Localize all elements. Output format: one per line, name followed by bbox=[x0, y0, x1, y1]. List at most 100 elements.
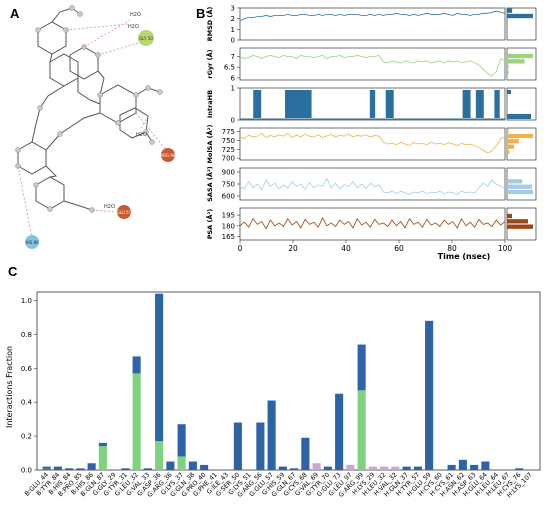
md-ytick-label-5-0: 165 bbox=[222, 233, 235, 241]
bar-segment-8-1 bbox=[132, 373, 141, 470]
md-hist-bar-3-5 bbox=[507, 128, 509, 133]
glycine-residue-label: GLY 50 bbox=[139, 36, 153, 41]
water-label-3: H2O bbox=[136, 132, 147, 138]
md-hist-bar-3-2 bbox=[507, 144, 515, 149]
md-hist-bar-1-0 bbox=[507, 75, 508, 80]
md-panel-frame-0 bbox=[239, 7, 506, 41]
md-intrahb-segment-1 bbox=[285, 90, 312, 118]
bar-segment-31-2 bbox=[391, 466, 400, 470]
bar-segment-7-3 bbox=[121, 468, 130, 470]
md-ylabel-1: rGyr (Å) bbox=[205, 49, 214, 78]
bar-segment-20-3 bbox=[267, 400, 276, 470]
md-ytick-label-1-0: 6 bbox=[231, 74, 236, 82]
md-ytick-label-4-1: 750 bbox=[222, 181, 235, 189]
md-ytick-label-1-2: 7 bbox=[231, 53, 235, 61]
md-ylabel-5: PSA (Å²) bbox=[205, 209, 214, 240]
md-xtick-label-3: 60 bbox=[394, 244, 404, 253]
bar-segment-30-2 bbox=[380, 466, 389, 470]
bar-segment-10-3 bbox=[155, 293, 164, 442]
bar-segment-0-0 bbox=[42, 468, 51, 470]
md-panel-frame-2 bbox=[239, 87, 506, 121]
md-series-line-3 bbox=[239, 132, 506, 154]
bar-segment-37-3 bbox=[458, 459, 467, 470]
water-label-1: H2O bbox=[130, 12, 141, 18]
water-label-4: H2O bbox=[104, 204, 115, 210]
bar-segment-34-3 bbox=[425, 320, 434, 470]
bar-segment-3-3 bbox=[76, 468, 85, 470]
bar-segment-39-3 bbox=[481, 461, 490, 470]
interaction-fraction-chart: 0.00.20.40.60.81.0 B:GLU_44B:TYR_84B:HIS… bbox=[5, 291, 541, 499]
md-intrahb-segment-5 bbox=[475, 90, 484, 118]
md-hist-bar-1-3 bbox=[507, 59, 525, 64]
md-hist-frame-1 bbox=[506, 47, 537, 81]
bar-segment-26-3 bbox=[335, 393, 344, 470]
md-ytick-label-2-0: 0 bbox=[231, 117, 235, 125]
bar-segment-2-3 bbox=[65, 468, 74, 470]
md-ytick-label-1-1: 6.5 bbox=[224, 64, 235, 72]
md-hist-bar-5-4 bbox=[507, 213, 513, 219]
md-ytick-label-5-1: 180 bbox=[222, 222, 235, 230]
molecule-atoms bbox=[15, 5, 163, 213]
md-hist-bar-5-3 bbox=[507, 219, 528, 224]
md-xtick-label-5: 100 bbox=[498, 244, 513, 253]
bar-segment-8-3 bbox=[132, 356, 141, 374]
md-intrahb-segment-3 bbox=[385, 90, 394, 118]
bar-segment-5-3 bbox=[98, 442, 107, 447]
md-ytick-label-3-2: 750 bbox=[222, 137, 235, 145]
md-hist-bar-1-2 bbox=[507, 64, 509, 69]
bar-segment-22-3 bbox=[290, 468, 299, 470]
bar-ytick-label-3: 0.6 bbox=[21, 365, 33, 373]
md-xtick-label-1: 20 bbox=[288, 244, 298, 253]
md-hist-frame-0 bbox=[506, 7, 537, 41]
md-ytick-label-0-1: 1 bbox=[231, 26, 235, 34]
md-hist-bar-1-1 bbox=[507, 69, 509, 75]
md-ytick-label-4-2: 900 bbox=[222, 169, 235, 177]
md-panel-frame-5 bbox=[239, 207, 506, 241]
bar-segment-4-3 bbox=[87, 463, 96, 470]
bar-segment-9-3 bbox=[143, 468, 152, 470]
arginine-residue-label: ARG 99 bbox=[161, 153, 176, 158]
md-hist-bar-0-4 bbox=[507, 13, 533, 19]
md-ylabel-2: IntraHB bbox=[206, 90, 214, 118]
bar-segment-42-3 bbox=[515, 468, 524, 470]
md-ylabel-3: MolSA (Å²) bbox=[205, 124, 214, 163]
bar-segment-32-3 bbox=[402, 466, 411, 470]
md-property-panels: 0 1 2 3 RMSD (Å) 6 6.5 7 rGyr (Å) 0 1 IntraHB 700725… bbox=[205, 5, 537, 261]
md-xtick-label-0: 0 bbox=[238, 244, 243, 253]
md-panel-frame-1 bbox=[239, 47, 506, 81]
md-panel-frame-3 bbox=[239, 127, 506, 161]
bar-segment-11-3 bbox=[166, 461, 175, 470]
bar-segment-19-3 bbox=[256, 422, 265, 470]
interaction-lines bbox=[17, 19, 169, 239]
histidine-residue-circle bbox=[25, 235, 39, 249]
bar-segment-0-3 bbox=[42, 466, 51, 469]
ligand-interaction-diagram: GLY 50 ARG 99 GLU 57 HIS 86 H2O H2O H2O … bbox=[15, 5, 176, 249]
glutamate-residue-circle bbox=[117, 205, 131, 219]
md-ytick-label-0-3: 3 bbox=[231, 5, 235, 13]
md-series-line-4 bbox=[239, 177, 506, 195]
panel-b-label: B bbox=[196, 6, 206, 21]
bar-segment-33-3 bbox=[413, 466, 422, 470]
bar-segment-25-3 bbox=[323, 466, 332, 470]
bar-segment-28-3 bbox=[357, 344, 366, 391]
panel-a-label: A bbox=[10, 6, 20, 21]
md-ylabel-4: SASA (Å²) bbox=[205, 166, 214, 202]
md-ytick-label-2-1: 1 bbox=[231, 85, 235, 93]
md-series-line-5 bbox=[239, 217, 506, 230]
bar-segment-10-1 bbox=[155, 441, 164, 470]
bar-segment-1-3 bbox=[53, 466, 62, 470]
md-ytick-label-4-0: 600 bbox=[222, 193, 235, 201]
md-ylabel-0: RMSD (Å) bbox=[205, 7, 214, 42]
md-xtick-label-2: 40 bbox=[341, 244, 351, 253]
bar-segment-12-1 bbox=[177, 456, 186, 470]
bar-segment-28-1 bbox=[357, 390, 366, 470]
bar-segment-5-1 bbox=[98, 446, 107, 470]
bar-segment-29-2 bbox=[368, 466, 377, 470]
md-hist-frame-2 bbox=[506, 87, 537, 121]
bar-segment-24-2 bbox=[312, 463, 321, 470]
md-hist-bar-3-4 bbox=[507, 133, 533, 139]
bar-segment-17-3 bbox=[233, 422, 242, 470]
md-ytick-label-0-0: 0 bbox=[231, 37, 235, 45]
md-panel-frame-4 bbox=[239, 167, 506, 201]
md-hist-frame-3 bbox=[506, 127, 537, 161]
